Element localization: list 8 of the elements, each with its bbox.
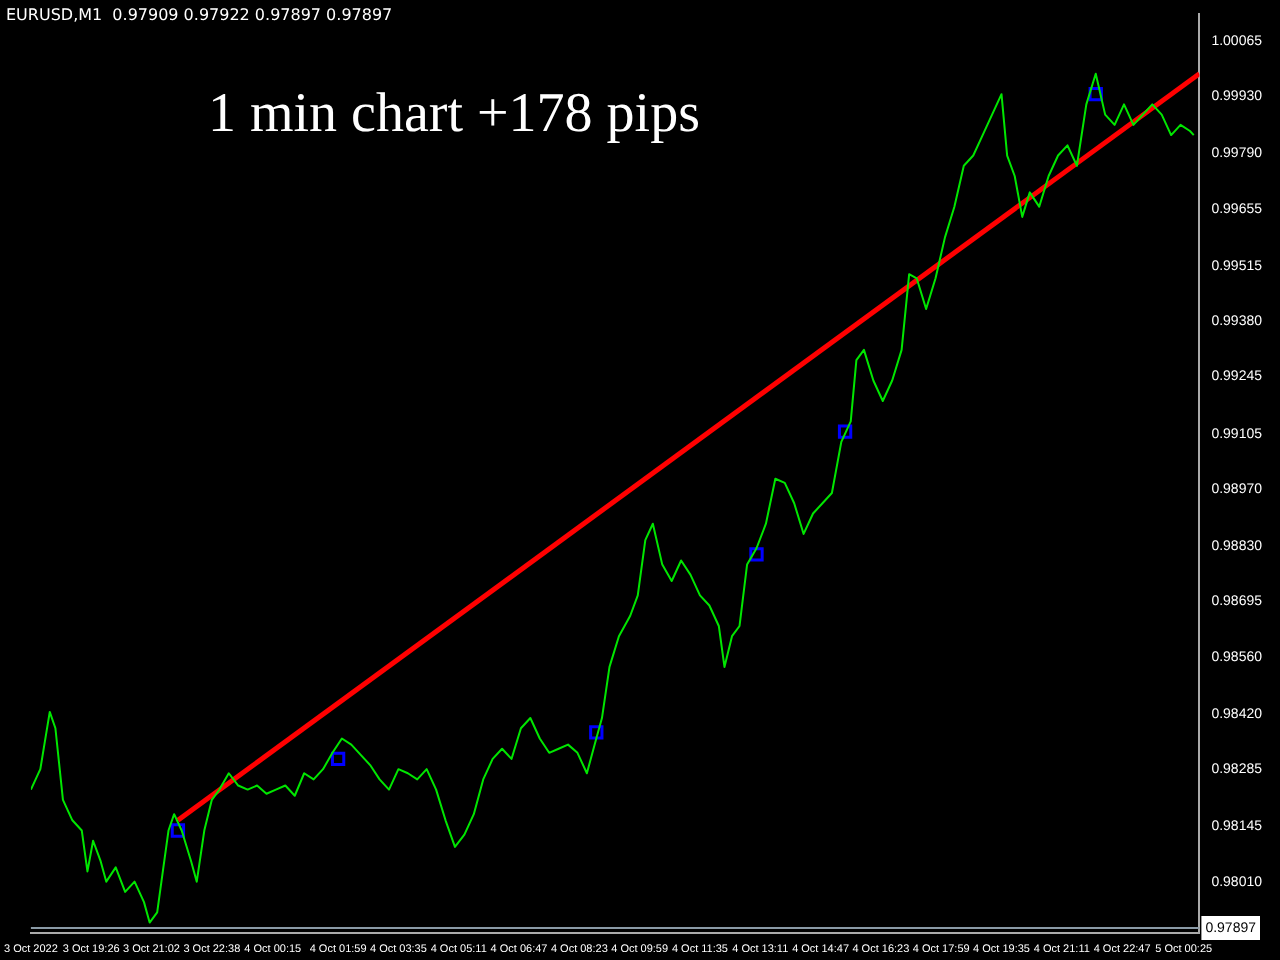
point	[837, 424, 853, 439]
point	[330, 751, 346, 767]
point	[589, 725, 604, 740]
annotation: EURUSD,M1 0.97909 0.97922 0.97897 0.97897	[6, 6, 393, 25]
point	[749, 547, 764, 562]
text: 1 min chart +178 pips	[208, 82, 700, 145]
point	[1088, 87, 1103, 102]
point	[170, 823, 186, 838]
